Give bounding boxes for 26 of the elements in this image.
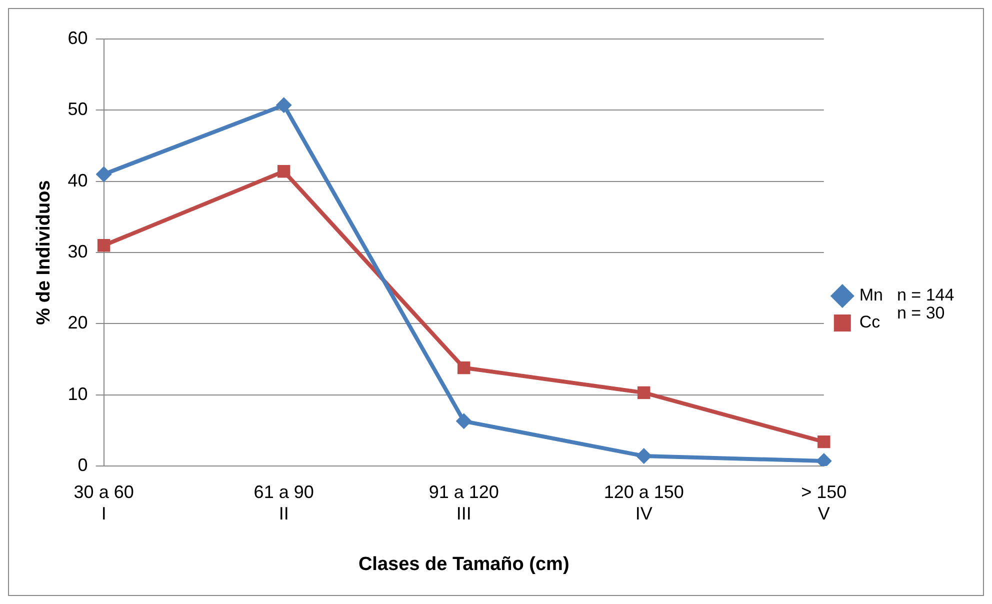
text: n = 30 (897, 304, 945, 323)
point (818, 435, 830, 448)
x-axis-title: Clases de Tamaño (cm) (358, 554, 570, 575)
x-tick-label: 61 a 90 II (254, 482, 314, 524)
y-tick-label: 40 (68, 170, 88, 190)
x-tick-label: 120 a 150 IV (604, 482, 684, 524)
point (456, 413, 472, 430)
legend-label: Cc (859, 312, 881, 332)
text: n = 144 (897, 286, 954, 305)
y-tick-label: 50 (68, 99, 88, 120)
x-tick-label: 30 a 60 I (74, 482, 134, 524)
y-tick-label: 0 (78, 454, 88, 475)
x-tick-label: 91 a 120 III (428, 482, 499, 524)
x-tick-label: > 150 V (801, 482, 847, 524)
point (457, 361, 470, 374)
y-tick-label: 30 (68, 241, 88, 262)
point (277, 165, 290, 178)
y-tick-label: 60 (68, 28, 88, 48)
point (96, 166, 112, 182)
point (638, 386, 650, 400)
point (636, 448, 652, 464)
y-tick-label: 20 (68, 312, 88, 333)
point (276, 97, 292, 114)
y-tick-label: 10 (68, 384, 88, 404)
legend-label: Mn (859, 286, 884, 305)
y-axis-title: % de Individuos (34, 180, 55, 325)
